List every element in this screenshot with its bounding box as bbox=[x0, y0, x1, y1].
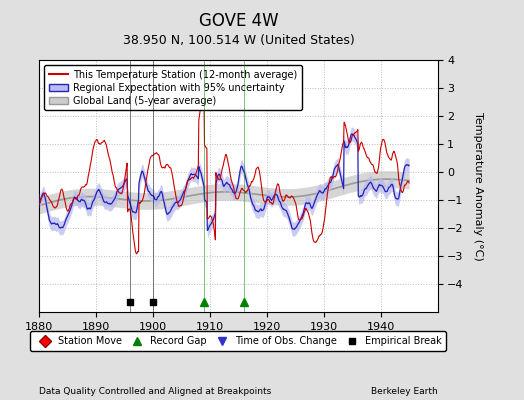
Text: Berkeley Earth: Berkeley Earth bbox=[371, 387, 438, 396]
Legend: Station Move, Record Gap, Time of Obs. Change, Empirical Break: Station Move, Record Gap, Time of Obs. C… bbox=[30, 331, 446, 351]
Text: 38.950 N, 100.514 W (United States): 38.950 N, 100.514 W (United States) bbox=[123, 34, 354, 47]
Text: GOVE 4W: GOVE 4W bbox=[199, 12, 278, 30]
Text: Data Quality Controlled and Aligned at Breakpoints: Data Quality Controlled and Aligned at B… bbox=[39, 387, 271, 396]
Y-axis label: Temperature Anomaly (°C): Temperature Anomaly (°C) bbox=[473, 112, 483, 260]
Legend: This Temperature Station (12-month average), Regional Expectation with 95% uncer: This Temperature Station (12-month avera… bbox=[44, 65, 302, 110]
